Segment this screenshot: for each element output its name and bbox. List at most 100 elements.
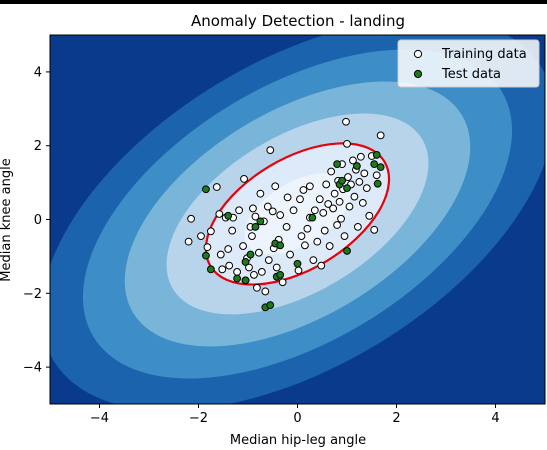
training-point <box>315 195 324 204</box>
training-point <box>343 139 351 148</box>
chart-title: Anomaly Detection - landing <box>191 12 405 30</box>
training-point <box>360 169 369 178</box>
training-point <box>206 227 215 236</box>
test-point <box>372 151 381 159</box>
test-point <box>224 211 233 220</box>
training-point <box>257 267 266 276</box>
test-point <box>266 301 275 310</box>
training-point <box>350 192 359 201</box>
test-point <box>370 160 379 169</box>
training-point <box>310 206 319 215</box>
test-point <box>246 250 255 259</box>
training-point <box>278 278 287 287</box>
y-tick-label: −2 <box>23 287 42 302</box>
y-tick-label: 2 <box>34 139 42 154</box>
training-point <box>317 261 326 270</box>
test-point <box>376 163 385 172</box>
test-point <box>343 184 351 193</box>
training-point <box>218 265 227 274</box>
test-point <box>202 251 210 260</box>
training-point <box>248 232 256 241</box>
training-point <box>322 180 331 189</box>
training-point <box>268 207 277 216</box>
y-tick-label: 0 <box>34 213 42 228</box>
training-point <box>245 263 253 272</box>
training-point <box>228 226 237 235</box>
training-point <box>197 232 205 241</box>
training-point <box>266 146 275 155</box>
test-point <box>233 274 242 283</box>
training-point <box>187 214 195 223</box>
x-tick-label: 0 <box>293 411 301 426</box>
training-point <box>253 283 261 292</box>
training-point <box>337 214 345 223</box>
x-axis-ticks: −4 −2 0 2 4 <box>90 404 500 426</box>
training-point <box>299 186 308 194</box>
training-point <box>261 287 270 296</box>
training-point <box>276 211 285 219</box>
training-point <box>333 221 342 229</box>
test-point <box>202 185 210 194</box>
x-tick-label: −4 <box>90 411 109 426</box>
training-point <box>345 202 354 211</box>
training-point <box>330 189 339 198</box>
training-point <box>353 222 362 231</box>
test-point <box>276 270 285 279</box>
training-point <box>365 211 374 220</box>
test-point <box>353 162 361 170</box>
training-point <box>254 248 263 257</box>
y-axis-label: Median knee angle <box>0 158 14 281</box>
test-point <box>308 213 317 222</box>
training-point <box>301 241 309 250</box>
test-point <box>251 222 260 231</box>
training-point <box>296 195 304 204</box>
training-point <box>264 256 273 264</box>
training-point <box>362 184 371 193</box>
training-point <box>235 206 243 215</box>
training-point <box>239 242 247 250</box>
training-point <box>342 117 350 126</box>
training-point <box>320 226 329 235</box>
training-point <box>256 189 265 198</box>
test-point <box>276 241 285 250</box>
training-point <box>184 237 193 246</box>
training-point <box>372 171 381 180</box>
training-point <box>271 182 280 191</box>
legend-marker-training <box>413 49 423 59</box>
training-point <box>329 204 338 213</box>
test-point <box>343 246 351 255</box>
training-point <box>376 131 385 140</box>
test-point <box>293 259 302 268</box>
training-point <box>324 200 333 208</box>
training-point <box>216 250 225 259</box>
training-point <box>358 198 367 207</box>
legend-marker-test <box>413 69 423 79</box>
training-point <box>215 210 224 218</box>
training-point <box>325 242 334 250</box>
training-point <box>356 152 365 161</box>
test-point <box>241 276 250 285</box>
legend-label-test: Test data <box>441 67 501 82</box>
top-border <box>0 0 547 4</box>
x-tick-label: 4 <box>491 411 499 426</box>
training-point <box>355 177 364 186</box>
training-point <box>327 167 336 176</box>
training-point <box>203 243 212 252</box>
training-point <box>225 261 234 270</box>
training-point <box>283 193 292 202</box>
training-point <box>249 204 257 213</box>
test-point <box>373 179 382 188</box>
x-tick-label: 2 <box>392 411 400 426</box>
training-point <box>335 197 344 206</box>
legend-label-training: Training data <box>441 47 527 62</box>
training-point <box>233 267 242 276</box>
test-point <box>338 176 346 185</box>
training-point <box>251 212 260 221</box>
training-point <box>319 208 328 217</box>
training-point <box>344 173 352 181</box>
training-point <box>349 156 357 165</box>
training-point <box>340 232 349 241</box>
test-point <box>333 160 342 169</box>
